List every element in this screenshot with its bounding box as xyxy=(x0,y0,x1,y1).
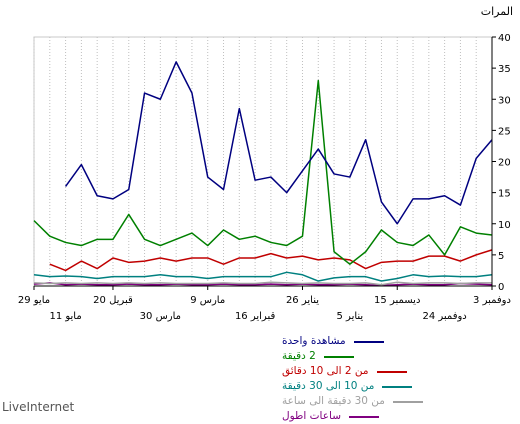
y-tick-label: 0 xyxy=(498,282,504,293)
y-tick-label: 5 xyxy=(498,251,504,262)
series-line-4 xyxy=(33,281,492,286)
x-tick-label: 9 مارس xyxy=(190,295,225,306)
legend-label: من 10 الى 30 دقيقة xyxy=(282,380,375,392)
series-line-1 xyxy=(33,79,493,265)
x-tick-label: 24 دوفمبر xyxy=(422,311,466,322)
y-tick-label: 20 xyxy=(498,158,511,169)
chart-area: 0 5 10 15 20 25 30 35 40 3 دوفمبر 15 ديسمبر 26 ينا… xyxy=(18,5,513,322)
y-tick-label: 40 xyxy=(498,33,511,44)
legend-label: 2 دقيقة xyxy=(282,350,316,362)
legend-item: مشاهدة واحدة xyxy=(282,334,512,349)
series-layer xyxy=(33,61,493,287)
y-tick-label: 30 xyxy=(498,95,511,106)
x-tick-label: 3 دوفمبر xyxy=(473,295,511,306)
y-axis-ticks: 0 5 10 15 20 25 30 35 40 xyxy=(492,33,511,293)
legend-swatch xyxy=(353,340,384,343)
x-tick-label: 16 قبراير xyxy=(235,311,276,322)
legend-item: من 30 دقيقة الى ساعة xyxy=(282,394,512,409)
plot-background xyxy=(33,36,493,287)
x-axis-ticks: 3 دوفمبر 15 ديسمبر 26 يناير 9 مارس 20 قبريل 2… xyxy=(18,286,511,322)
legend-item: من 10 الى 30 دقيقة xyxy=(282,379,512,394)
x-tick-label: 15 ديسمبر xyxy=(374,295,420,306)
x-tick-label: 20 قبريل xyxy=(93,295,133,306)
y-tick-label: 10 xyxy=(498,220,511,231)
legend-label: مشاهدة واحدة xyxy=(282,335,346,347)
y-tick-label: 15 xyxy=(498,189,511,200)
y-tick-label: 35 xyxy=(498,64,511,75)
y-axis-label: المرات xyxy=(481,5,513,18)
legend-swatch xyxy=(382,385,413,388)
legend-swatch xyxy=(376,370,407,373)
series-line-3 xyxy=(33,271,493,282)
legend-swatch xyxy=(392,400,423,403)
legend-swatch xyxy=(349,415,380,418)
series-line-2 xyxy=(49,249,493,272)
legend-item: 2 دقيقة xyxy=(282,349,512,364)
legend-label: ساعات اطول xyxy=(282,410,342,422)
legend: مشاهدة واحدة 2 دقيقة من 2 الى 10 دقائق من 1… xyxy=(282,334,512,424)
legend-label: من 2 الى 10 دقائق xyxy=(282,365,369,377)
y-tick-label: 25 xyxy=(498,126,511,137)
legend-item: من 2 الى 10 دقائق xyxy=(282,364,512,379)
x-tick-label: 29 مايو xyxy=(18,295,50,306)
brand-label: LiveInternet xyxy=(2,400,75,414)
legend-swatch xyxy=(323,355,354,358)
series-line-5 xyxy=(33,282,493,287)
legend-label: من 30 دقيقة الى ساعة xyxy=(282,395,385,407)
x-tick-label: 26 يناير xyxy=(286,295,319,306)
series-line-0 xyxy=(64,61,493,225)
legend-item: ساعات اطول xyxy=(282,409,512,424)
x-tick-label: 11 مايو xyxy=(49,311,81,322)
x-tick-label: 30 مارس xyxy=(140,311,181,322)
x-tick-label: 5 يناير xyxy=(337,311,364,322)
